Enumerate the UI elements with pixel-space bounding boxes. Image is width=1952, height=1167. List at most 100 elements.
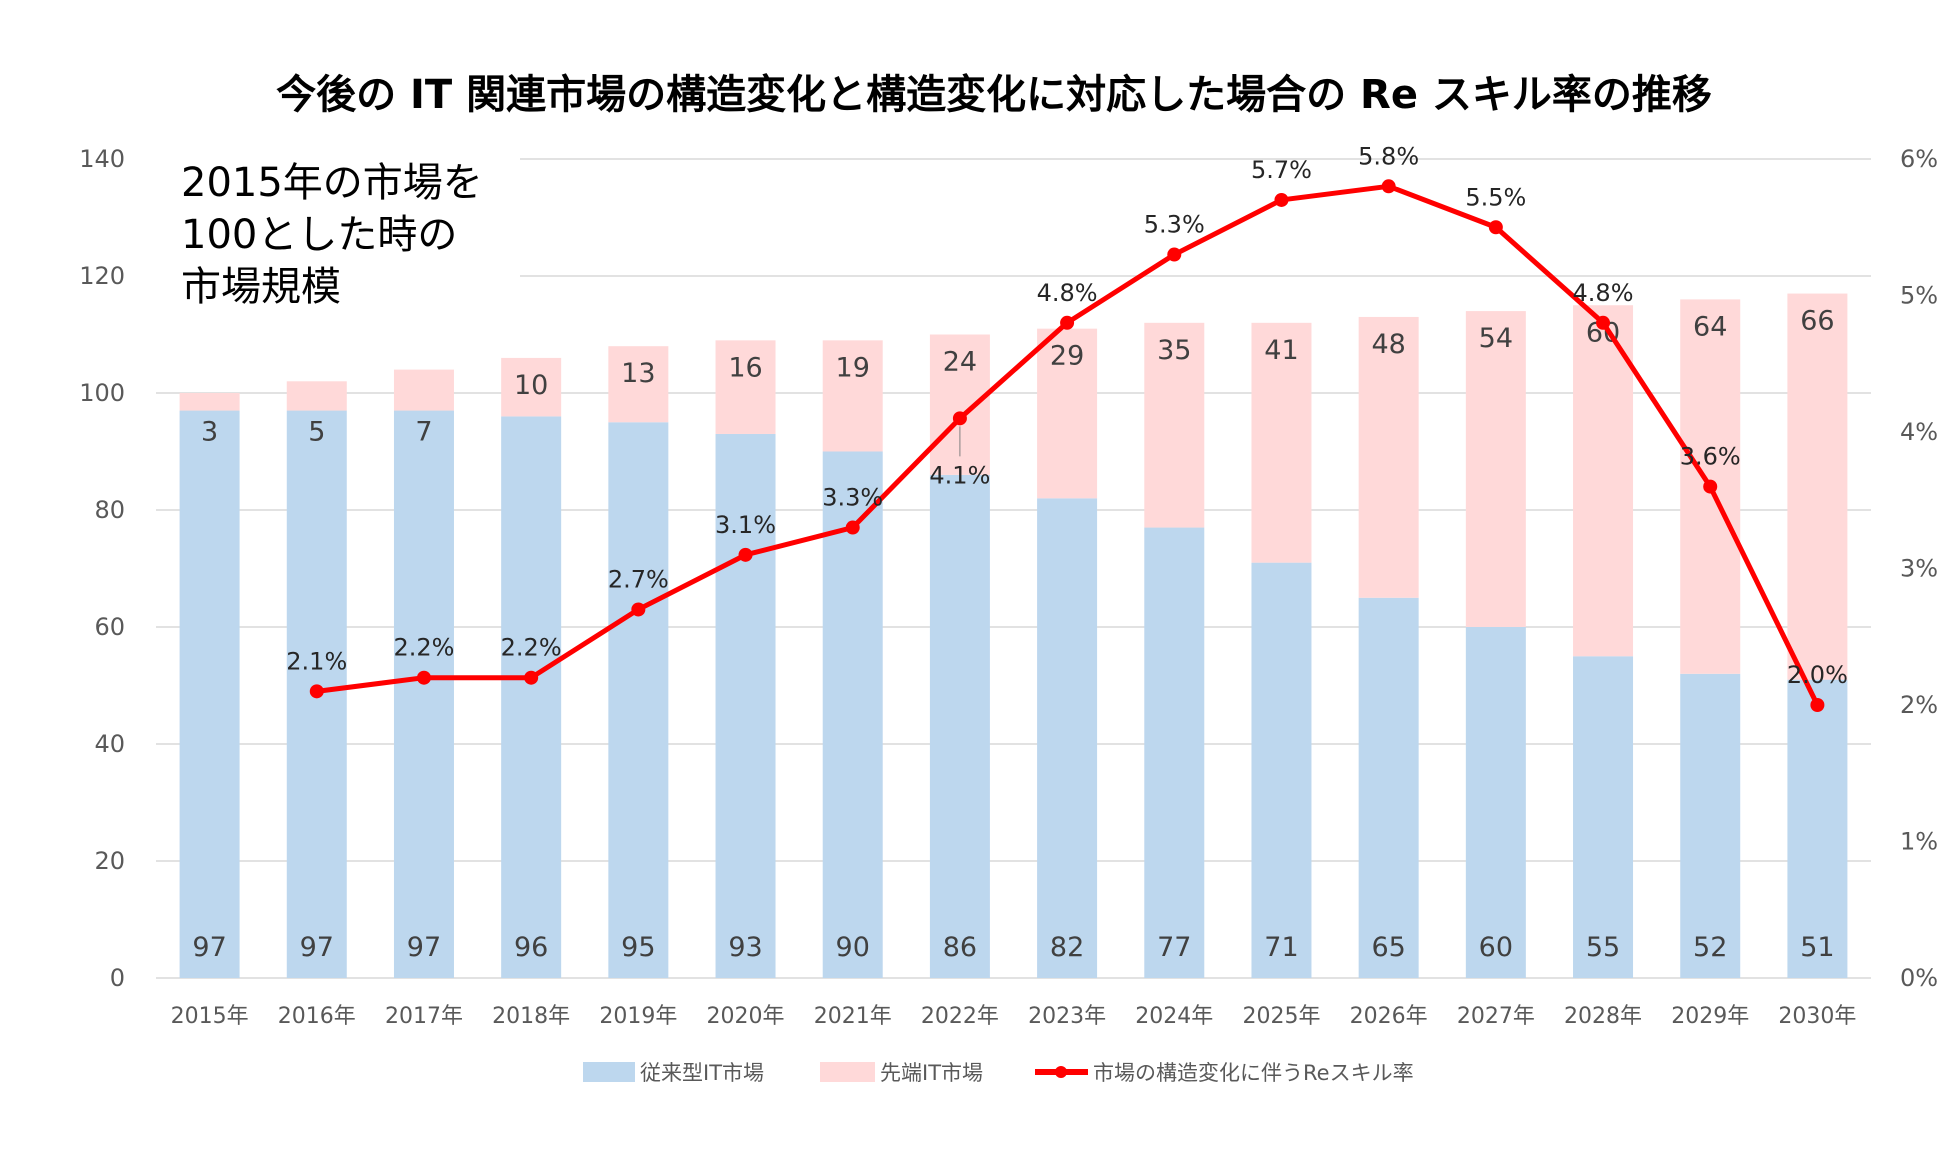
rate-label: 2.2% (393, 634, 454, 662)
bar-traditional (1144, 527, 1205, 978)
x-tick-label: 2016年 (278, 1004, 356, 1029)
x-tick-label: 2030年 (1778, 1004, 1856, 1029)
bar-advanced (1787, 293, 1848, 680)
bar-advanced (608, 346, 669, 423)
value-label-traditional: 55 (1586, 932, 1620, 963)
x-tick-label: 2015年 (171, 1004, 249, 1029)
x-tick-label: 2017年 (385, 1004, 463, 1029)
value-label-traditional: 97 (300, 932, 334, 963)
value-label-advanced: 19 (836, 352, 870, 383)
x-tick-label: 2026年 (1350, 1004, 1428, 1029)
y-tick-label: 20 (94, 847, 125, 875)
bar-advanced (1144, 322, 1205, 528)
rate-marker (845, 520, 860, 535)
rate-marker (1167, 247, 1182, 262)
y-tick-label: 140 (79, 145, 125, 173)
rate-label: 4.8% (1037, 279, 1098, 307)
bar-traditional (1680, 673, 1741, 978)
bar-traditional (501, 416, 562, 978)
x-tick-label: 2029年 (1671, 1004, 1749, 1029)
rate-label: 3.1% (715, 511, 776, 539)
legend-marker-rate (1055, 1066, 1067, 1078)
rate-label: 5.5% (1465, 183, 1526, 211)
legend-swatch-traditional (583, 1062, 635, 1082)
value-label-advanced: 3 (201, 417, 218, 448)
value-label-advanced: 66 (1800, 306, 1834, 337)
value-label-traditional: 60 (1479, 932, 1513, 963)
y-tick-label: 120 (79, 262, 125, 290)
value-label-traditional: 51 (1800, 932, 1834, 963)
rate-marker (416, 670, 431, 685)
rate-label: 4.1% (929, 461, 990, 489)
rate-marker (952, 411, 967, 426)
chart-title: 今後の IT 関連市場の構造変化と構造変化に対応した場合の Re スキル率の推移 (276, 72, 1712, 118)
y-tick-label: 80 (94, 496, 125, 524)
value-label-advanced: 7 (415, 417, 432, 448)
value-label-traditional: 97 (407, 932, 441, 963)
bar-advanced (501, 357, 562, 417)
rate-marker (1488, 220, 1503, 235)
rate-label: 2.7% (608, 565, 669, 593)
x-tick-label: 2018年 (492, 1004, 570, 1029)
annotation-line: 2015年の市場を (181, 160, 483, 206)
value-label-advanced: 54 (1479, 323, 1513, 354)
y-tick-label: 100 (79, 379, 125, 407)
value-label-advanced: 48 (1371, 329, 1405, 360)
legend-swatch-advanced (820, 1062, 875, 1082)
bar-traditional (1465, 627, 1526, 978)
rate-marker (524, 670, 539, 685)
y2-tick-label: 3% (1900, 555, 1938, 583)
bar-traditional (1037, 498, 1098, 978)
bar-traditional (179, 410, 240, 978)
legend: 従来型IT市場 先端IT市場 市場の構造変化に伴うReスキル率 (583, 1061, 1414, 1085)
bar-traditional (1787, 679, 1848, 978)
value-label-advanced: 29 (1050, 341, 1084, 372)
value-label-traditional: 97 (192, 932, 226, 963)
y2-tick-label: 0% (1900, 964, 1938, 992)
annotation-line: 市場規模 (181, 264, 341, 310)
value-label-traditional: 65 (1371, 932, 1405, 963)
bar-advanced (1573, 305, 1634, 657)
bar-advanced (179, 393, 240, 411)
x-tick-label: 2028年 (1564, 1004, 1642, 1029)
rate-label: 5.3% (1144, 211, 1205, 239)
x-tick-label: 2020年 (707, 1004, 785, 1029)
y2-tick-label: 2% (1900, 691, 1938, 719)
legend-label-traditional: 従来型IT市場 (640, 1061, 764, 1085)
rate-label: 2.1% (286, 647, 347, 675)
x-tick-label: 2021年 (814, 1004, 892, 1029)
legend-label-advanced: 先端IT市場 (880, 1061, 983, 1085)
bar-traditional (1251, 562, 1312, 978)
value-label-traditional: 95 (621, 932, 655, 963)
rate-marker (1596, 315, 1611, 330)
value-label-advanced: 35 (1157, 335, 1191, 366)
bar-traditional (608, 422, 669, 978)
bar-advanced (822, 340, 883, 452)
rate-label: 5.8% (1358, 142, 1419, 170)
y2-tick-label: 5% (1900, 282, 1938, 310)
value-label-advanced: 16 (728, 352, 762, 383)
value-label-advanced: 13 (621, 358, 655, 389)
bar-traditional (1358, 597, 1419, 978)
x-tick-label: 2022年 (921, 1004, 999, 1029)
value-label-advanced: 41 (1264, 335, 1298, 366)
x-tick-label: 2023年 (1028, 1004, 1106, 1029)
bar-advanced (393, 369, 454, 411)
rate-label: 2.2% (501, 634, 562, 662)
value-label-advanced: 10 (514, 370, 548, 401)
rate-label: 3.6% (1680, 443, 1741, 471)
rate-marker (1381, 179, 1396, 194)
rate-label: 5.7% (1251, 156, 1312, 184)
x-tick-label: 2025年 (1242, 1004, 1320, 1029)
value-label-traditional: 71 (1264, 932, 1298, 963)
rate-label: 4.8% (1573, 279, 1634, 307)
value-label-traditional: 77 (1157, 932, 1191, 963)
x-tick-label: 2027年 (1457, 1004, 1535, 1029)
bar-traditional (822, 451, 883, 978)
value-label-advanced: 24 (943, 347, 977, 378)
bar-advanced (286, 381, 347, 411)
bar-traditional (929, 474, 990, 978)
rate-marker (1703, 479, 1718, 494)
bar-traditional (715, 433, 776, 978)
